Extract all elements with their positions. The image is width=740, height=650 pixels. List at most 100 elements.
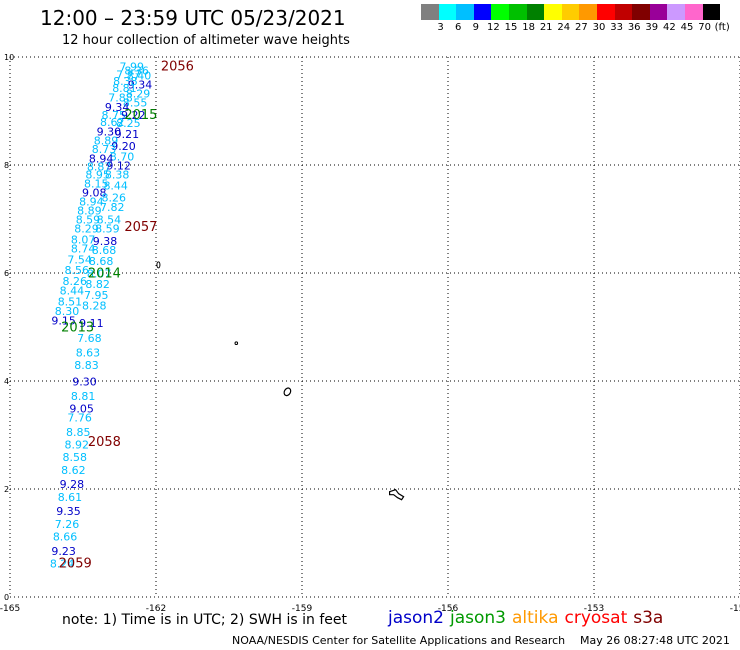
swh-data-point: 7.76 [67, 412, 92, 425]
swh-data-point: 7.88 [108, 91, 133, 104]
swh-scale-label: 36 [627, 22, 641, 33]
swh-data-point: 8.44 [60, 285, 85, 298]
swh-scale-label: 45 [680, 22, 694, 33]
swh-data-point: 8.95 [85, 169, 110, 182]
page-subtitle: 12 hour collection of altimeter wave hei… [62, 33, 350, 48]
swh-data-point: 9.22 [121, 109, 145, 122]
swh-data-point: 8.94 [79, 196, 104, 209]
swh-data-point: 8.24 [50, 557, 74, 570]
swh-data-point: 7.99 [120, 61, 145, 74]
island-outline [234, 341, 239, 346]
swh-data-point: 8.92 [65, 439, 90, 452]
x-tick-label: -156 [438, 604, 459, 614]
swh-data-point: 7.82 [100, 201, 125, 214]
swh-data-point: 8.54 [97, 213, 122, 226]
y-tick-label: 8 [4, 161, 9, 170]
swh-data-point: 8.26 [101, 192, 126, 205]
swh-data-point: 9.34 [128, 78, 153, 91]
satellite-legend-item: s3a [633, 608, 664, 628]
swh-data-point: 8.62 [61, 464, 86, 477]
swh-data-point: 8.94 [89, 152, 114, 165]
swh-data-point: 8.75 [101, 109, 126, 122]
swh-scale-label: 70 [698, 22, 711, 33]
swh-data-point: 8.89 [77, 205, 102, 218]
swh-color-bar [421, 4, 739, 20]
swh-data-point: 8.59 [76, 213, 101, 226]
y-tick-label: 0 [4, 593, 9, 602]
swh-data-point: 8.15 [84, 178, 109, 191]
swh-data-point: 8.29 [126, 88, 150, 101]
swh-data-point: 8.59 [95, 223, 120, 236]
swh-swatch [526, 4, 545, 20]
swh-data-point: 7.54 [67, 253, 92, 266]
swh-data-point: 8.38 [105, 169, 129, 182]
swh-scale-label: 3 [437, 22, 444, 33]
swh-data-point: 9.38 [93, 235, 118, 248]
swh-swatch [579, 4, 597, 20]
x-tick-label: -165 [0, 604, 20, 614]
swh-swatch [421, 4, 439, 20]
swh-data-point: 8.87 [87, 160, 112, 173]
swh-scale-label: 15 [504, 22, 518, 33]
swh-data-point: 8.62 [100, 116, 125, 129]
units-note: note: 1) Time is in UTC; 2) SWH is in fe… [62, 612, 348, 628]
swh-scale-label: 12 [487, 22, 500, 33]
swh-data-point: 8.36 [124, 64, 149, 77]
y-tick-label: 6 [4, 269, 9, 278]
swh-data-point: 8.28 [82, 300, 107, 313]
swh-data-point: 8.68 [89, 255, 114, 268]
pass-time-label: 2013 [61, 320, 94, 335]
swh-swatch [667, 4, 685, 20]
swh-data-point: 8.68 [92, 244, 117, 257]
swh-data-point: 8.82 [85, 278, 110, 291]
swh-data-point: 8.70 [110, 151, 134, 164]
y-tick-label: 10 [4, 53, 14, 62]
swh-swatch [596, 4, 615, 20]
swh-scale-label: 18 [522, 22, 535, 33]
swh-data-point: 8.58 [63, 451, 87, 464]
swh-data-point: 8.74 [71, 242, 96, 255]
swh-data-point: 8.07 [87, 267, 112, 280]
pass-time-label: 2059 [59, 556, 92, 571]
swh-swatch [473, 4, 492, 20]
swh-data-point: 7.77 [116, 69, 140, 82]
swh-scale-label: 33 [610, 22, 623, 33]
satellite-legend-item: cryosat [564, 608, 628, 628]
credit-text: NOAA/NESDIS Center for Satellite Applica… [232, 634, 566, 647]
swh-data-point: 7.26 [55, 518, 79, 531]
swh-swatch [561, 4, 580, 20]
swh-swatch [491, 4, 509, 20]
swh-data-point: 8.89 [94, 134, 119, 147]
swh-data-point: 7.95 [84, 289, 109, 302]
y-tick-label: 4 [4, 377, 9, 386]
swh-data-point: 8.26 [63, 275, 87, 288]
generated-timestamp: May 26 08:27:48 UTC 2021 [580, 634, 730, 647]
pass-time-label: 2014 [88, 266, 121, 281]
swh-data-point: 9.20 [111, 140, 136, 153]
swh-swatch [649, 4, 668, 20]
swh-data-point: 8.44 [103, 179, 128, 192]
swh-swatch [702, 4, 721, 20]
pass-time-label: 2056 [161, 60, 194, 75]
swh-swatch [456, 4, 474, 20]
swh-data-point: 8.61 [58, 491, 82, 504]
island-outline [283, 387, 292, 397]
x-tick-label: -162 [146, 604, 166, 614]
swh-scale-label: 21 [539, 22, 553, 33]
pass-time-label: 2058 [88, 435, 121, 450]
swh-data-point: 9.15 [51, 314, 76, 327]
swh-scale-label: 27 [575, 22, 588, 33]
swh-data-point: 8.85 [66, 426, 91, 439]
satellite-legend-item: altika [512, 608, 559, 628]
swh-swatch [438, 4, 457, 20]
swh-scale-label: (ft) [714, 22, 730, 33]
swh-swatch [614, 4, 633, 20]
pass-time-label: 2015 [124, 108, 157, 123]
swh-data-point: 8.81 [112, 82, 137, 95]
swh-data-point: 8.40 [127, 70, 152, 83]
swh-data-point: 8.66 [53, 530, 78, 543]
swh-scale-label: 42 [663, 22, 676, 33]
swh-data-point: 9.23 [51, 545, 76, 558]
swh-data-point: 8.63 [76, 347, 101, 360]
